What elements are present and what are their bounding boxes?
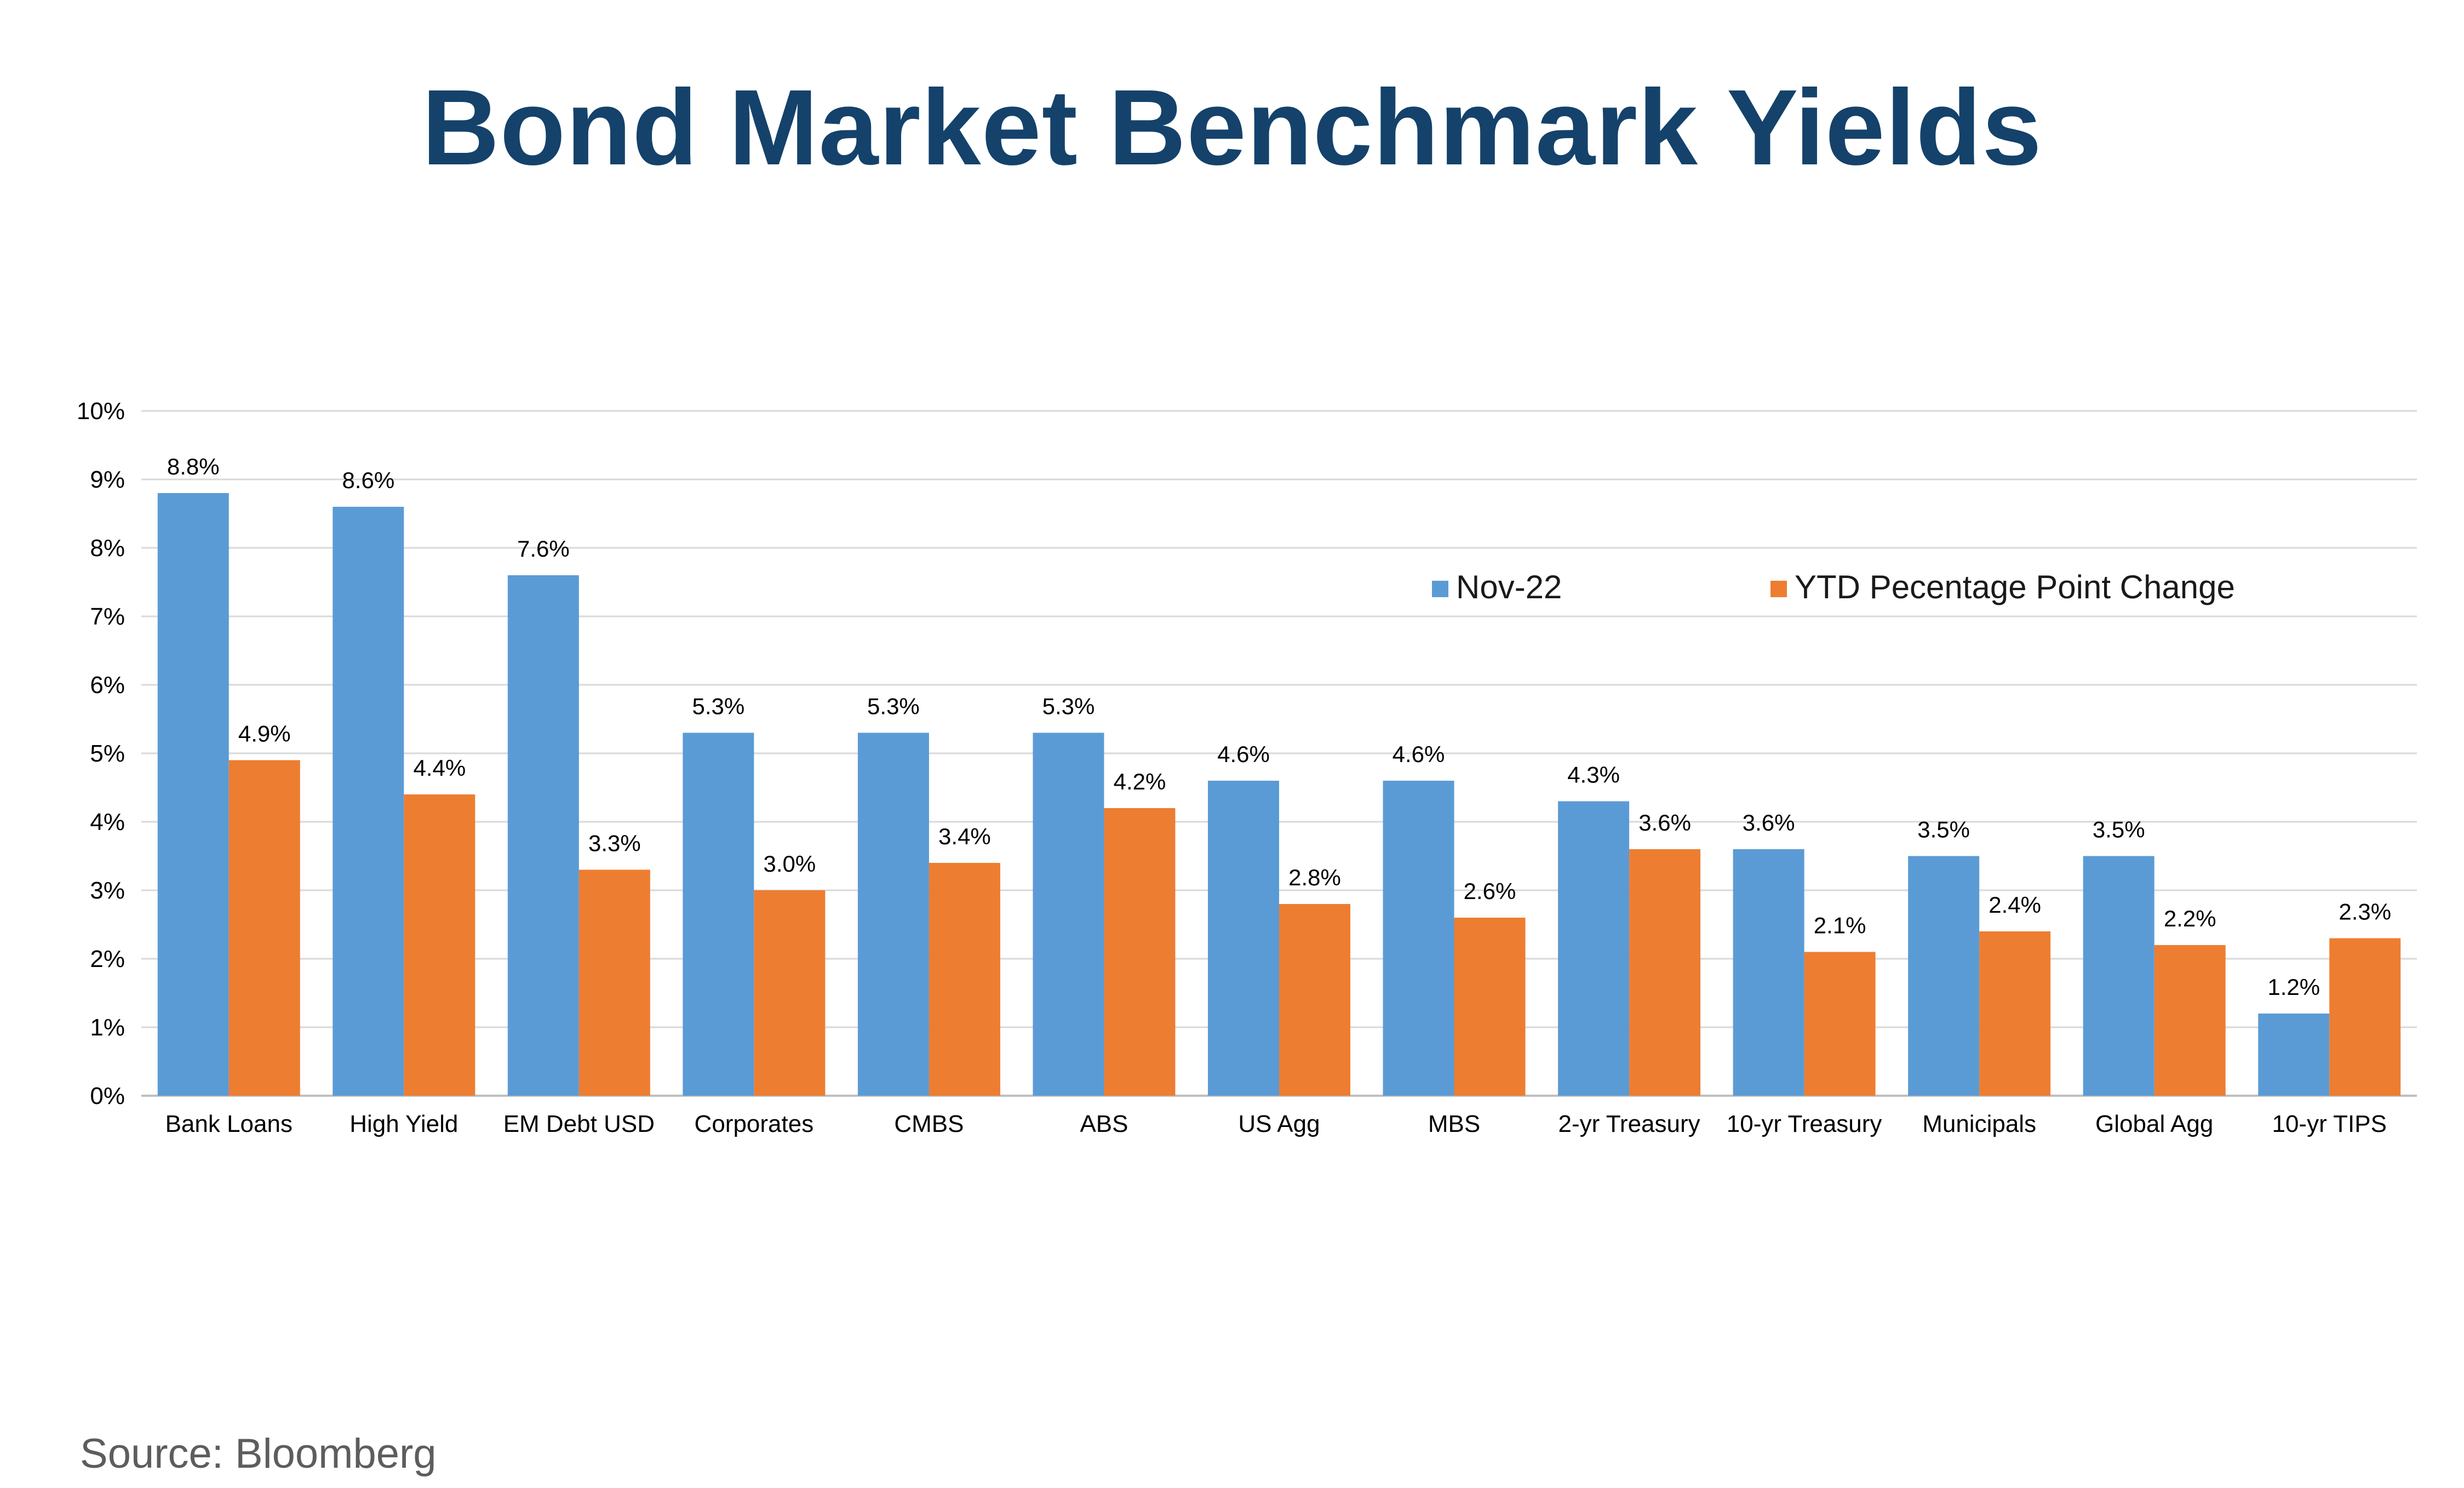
bar-nov-22: [2083, 856, 2154, 1096]
category-label: Municipals: [1922, 1111, 2036, 1137]
data-label: 8.8%: [167, 454, 220, 479]
category-label: Bank Loans: [165, 1111, 293, 1137]
category-label: 2-yr Treasury: [1558, 1111, 1700, 1137]
x-axis-categories: Bank Loans High Yield EM Debt USD Corporate…: [165, 1111, 2387, 1137]
data-label: 2.4%: [1989, 892, 2041, 918]
data-label: 4.3%: [1567, 762, 1620, 788]
data-label: 3.5%: [2093, 817, 2145, 843]
y-tick-label: 1%: [90, 1014, 125, 1041]
bar-ytd-change: [1104, 808, 1176, 1096]
data-label: 4.4%: [413, 755, 466, 781]
data-label: 5.3%: [692, 694, 745, 719]
category-label: 10-yr Treasury: [1727, 1111, 1882, 1137]
bar-ytd-change: [1279, 904, 1350, 1096]
bar-ytd-change: [404, 794, 475, 1096]
bar-ytd-change: [1979, 931, 2051, 1096]
category-label: US Agg: [1238, 1111, 1320, 1137]
y-tick-label: 7%: [90, 603, 125, 630]
bar-nov-22: [683, 732, 754, 1096]
data-label: 7.6%: [517, 536, 570, 562]
data-label: 4.6%: [1393, 741, 1445, 767]
bar-ytd-change: [1629, 849, 1701, 1096]
data-label: 2.2%: [2164, 906, 2216, 931]
data-label: 4.9%: [238, 721, 291, 747]
category-label: EM Debt USD: [503, 1111, 655, 1137]
bar-ytd-change: [1804, 952, 1876, 1096]
y-tick-label: 5%: [90, 740, 125, 767]
y-tick-label: 3%: [90, 877, 125, 904]
data-label: 2.8%: [1288, 865, 1341, 890]
category-label: Corporates: [695, 1111, 814, 1137]
bar-nov-22: [857, 732, 929, 1096]
bar-nov-22: [2258, 1014, 2330, 1096]
y-tick-label: 8%: [90, 535, 125, 562]
category-label: ABS: [1080, 1111, 1128, 1137]
chart-title: Bond Market Benchmark Yields: [421, 67, 2043, 187]
data-label: 3.6%: [1743, 810, 1795, 835]
bars: [157, 493, 2401, 1096]
data-label: 2.3%: [2339, 899, 2391, 925]
bar-nov-22: [1733, 849, 1804, 1096]
category-label: 10-yr TIPS: [2272, 1111, 2386, 1137]
bar-ytd-change: [2329, 938, 2401, 1096]
data-label: 3.0%: [764, 851, 816, 877]
bar-ytd-change: [929, 863, 1000, 1096]
bar-nov-22: [1558, 801, 1630, 1096]
bar-ytd-change: [1454, 918, 1526, 1096]
y-tick-label: 9%: [90, 466, 125, 493]
data-label: 4.2%: [1114, 769, 1166, 794]
category-label: High Yield: [349, 1111, 458, 1137]
legend-swatch-nov-22: [1432, 581, 1448, 597]
data-label: 3.5%: [1917, 817, 1970, 843]
data-label: 5.3%: [1042, 694, 1095, 719]
data-label: 2.1%: [1814, 913, 1866, 938]
source-note: Source: Bloomberg: [80, 1430, 437, 1477]
data-label: 2.6%: [1464, 878, 1516, 904]
bar-nov-22: [1383, 781, 1454, 1096]
bar-nov-22: [1208, 781, 1279, 1096]
category-label: CMBS: [894, 1111, 964, 1137]
legend-swatch-ytd-change: [1770, 581, 1787, 597]
y-tick-label: 2%: [90, 946, 125, 972]
data-label: 5.3%: [867, 694, 920, 719]
y-tick-label: 6%: [90, 672, 125, 699]
category-label: MBS: [1428, 1111, 1480, 1137]
legend: Nov-22 YTD Pecentage Point Change: [1432, 569, 2235, 605]
data-label: 8.6%: [342, 467, 394, 493]
bar-ytd-change: [2154, 945, 2226, 1096]
bar-nov-22: [333, 507, 404, 1096]
bar-nov-22: [157, 493, 229, 1096]
legend-label: Nov-22: [1456, 569, 1562, 605]
legend-label: YTD Pecentage Point Change: [1795, 569, 2235, 605]
y-tick-label: 4%: [90, 809, 125, 835]
data-label: 1.2%: [2267, 974, 2320, 1000]
y-axis-ticks: 0% 1% 2% 3% 4% 5% 6% 7% 8% 9% 10%: [77, 398, 125, 1109]
bar-ytd-change: [754, 890, 826, 1096]
bar-nov-22: [1033, 732, 1104, 1096]
y-tick-label: 10%: [77, 398, 125, 425]
bar-ytd-change: [578, 869, 650, 1096]
bar-ytd-change: [228, 760, 300, 1096]
data-label: 3.3%: [588, 831, 641, 856]
data-label: 3.4%: [938, 823, 991, 849]
bar-nov-22: [507, 575, 579, 1096]
data-labels: 8.8% 4.9% 8.6% 4.4% 7.6% 3.3% 5.3% 3.0% 5.3% 3.4%…: [167, 454, 2391, 1000]
data-label: 4.6%: [1217, 741, 1270, 767]
data-label: 3.6%: [1638, 810, 1691, 835]
category-label: Global Agg: [2095, 1111, 2213, 1137]
y-tick-label: 0%: [90, 1083, 125, 1109]
bar-nov-22: [1908, 856, 1980, 1096]
